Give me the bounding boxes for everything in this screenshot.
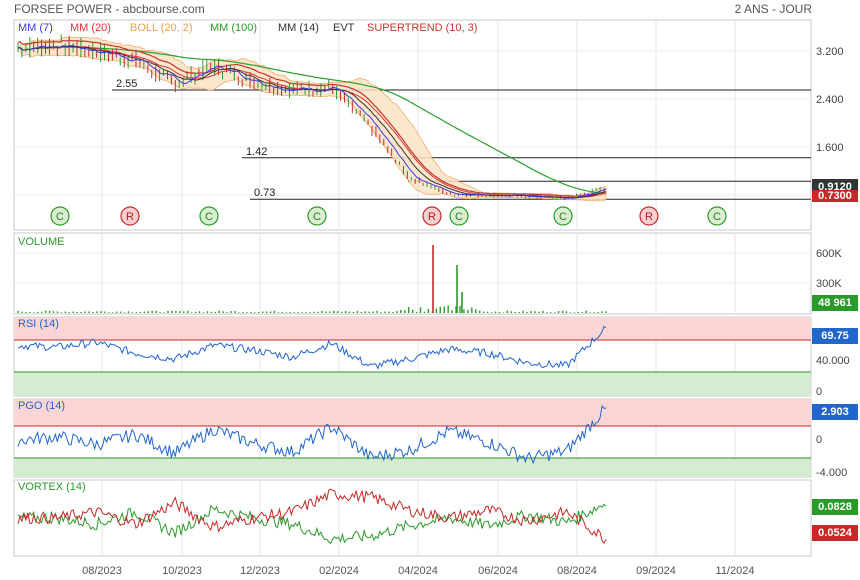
signal-marker [199,206,219,226]
vortex-panel-title: VORTEX (14) [18,481,86,493]
volume-y-tick-label: 300K [816,278,842,290]
legend-item[interactable]: MM (7) [18,22,53,34]
level-label: 1.42 [246,146,267,158]
pgo-y-tick-label: -4.000 [816,467,847,479]
legend-item[interactable]: MM (100) [210,22,258,34]
vortex-pos-line [17,503,607,545]
x-tick-label: 06/2024 [478,565,518,577]
x-tick-label: 08/2023 [82,565,122,577]
signal-label: R [126,211,134,223]
rsi-line [17,325,607,370]
volume-y-tick-label: 600K [816,248,842,260]
pgo-line [17,404,607,465]
signal-label: C [455,211,463,223]
rsi-overbought-zone [14,317,811,340]
mm7-line [17,44,607,199]
level-label: 2.55 [116,78,137,90]
signal-label: C [56,211,64,223]
x-tick-label: 02/2024 [319,565,359,577]
price-y-tick-label: 2.400 [816,94,844,106]
signal-marker [307,206,327,226]
signal-marker [707,206,727,226]
volume-panel [13,232,812,315]
price-y-tick-label: 1.600 [816,142,844,154]
legend-item[interactable]: BOLL (20, 2) [130,22,193,34]
supertrend-line [17,39,607,197]
legend-item[interactable]: MM (20) [70,22,111,34]
legend-item[interactable]: SUPERTREND (10, 3) [367,22,478,34]
x-tick-label: 09/2024 [636,565,676,577]
pgo-y-tick-label: 0 [816,434,822,446]
rsi-last-badge: 69.75 [812,328,858,344]
signal-label: C [313,211,321,223]
signal-marker [553,206,573,226]
signal-label: R [645,211,653,223]
rsi-y-tick-label: 0 [816,386,822,398]
signal-label: C [205,211,213,223]
signal-marker [120,206,140,226]
x-tick-label: 10/2023 [162,565,202,577]
chart-title: FORSEE POWER - abcbourse.com [14,2,205,16]
signal-label: C [559,211,567,223]
rsi-panel-title: RSI (14) [18,318,59,330]
volume-panel-title: VOLUME [18,236,65,248]
pgo-upper-zone [14,399,811,426]
legend-item[interactable]: MM (14) [278,22,319,34]
vortex-neg-line [17,488,607,545]
vortex-neg-badge: 0.0524 [812,525,858,541]
x-tick-label: 11/2024 [716,565,755,577]
signal-label: R [428,211,436,223]
signal-label: C [713,211,721,223]
signal-marker [422,206,442,226]
x-tick-label: 12/2023 [240,565,280,577]
x-tick-label: 08/2024 [557,565,597,577]
level-label: 0.73 [254,187,275,199]
signal-marker [639,206,659,226]
rsi-oversold-zone [14,372,811,396]
vortex-pos-badge: 0.0828 [812,499,858,515]
signal-marker [449,206,469,226]
pgo-lower-zone [14,458,811,477]
pgo-panel-title: PGO (14) [18,400,66,412]
legend-item[interactable]: EVT [333,22,355,34]
period-label[interactable]: 2 ANS - JOUR [734,2,812,16]
mm100-line [17,46,607,194]
price-support-badge: 0.7300 [812,190,858,202]
signal-marker [50,206,70,226]
volume-last-badge: 48 961 [812,295,858,311]
x-tick-label: 04/2024 [398,565,438,577]
pgo-last-badge: 2.903 [812,404,858,420]
price-y-tick-label: 3.200 [816,46,844,58]
rsi-y-tick-label: 40.000 [816,355,850,367]
vortex-panel [13,479,812,557]
